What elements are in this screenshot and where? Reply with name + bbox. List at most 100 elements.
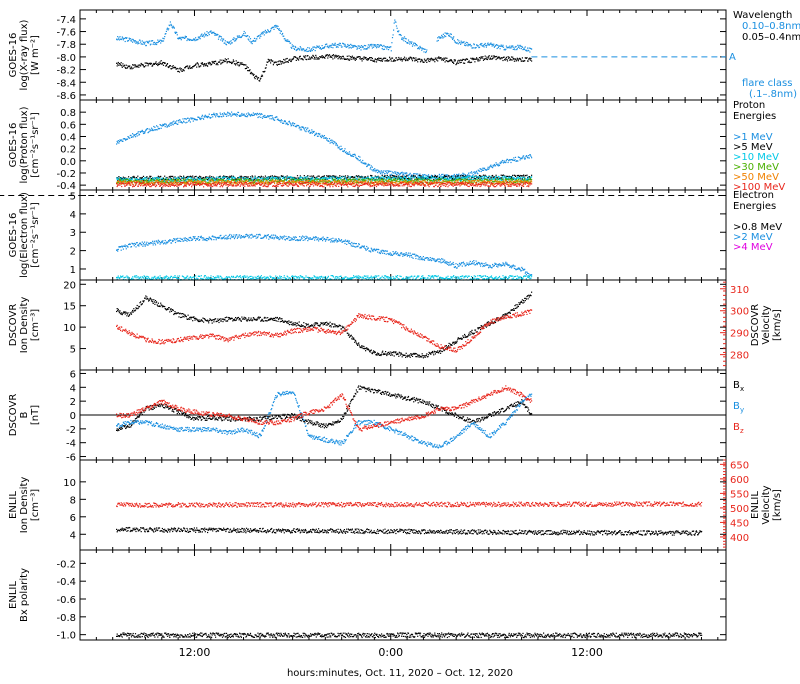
data-point xyxy=(372,44,373,45)
data-point xyxy=(196,176,197,177)
data-point xyxy=(293,125,294,126)
data-point xyxy=(220,176,221,177)
data-point xyxy=(123,180,124,181)
data-point xyxy=(428,179,429,180)
data-point xyxy=(137,66,138,67)
data-point xyxy=(198,178,199,179)
data-point xyxy=(479,171,480,172)
data-point xyxy=(288,62,289,63)
data-point xyxy=(504,57,505,58)
data-point xyxy=(331,176,332,177)
data-point xyxy=(531,49,532,50)
data-point xyxy=(395,177,396,178)
data-point xyxy=(525,156,526,157)
data-point xyxy=(331,142,332,143)
data-point xyxy=(522,177,523,178)
data-point xyxy=(227,113,228,114)
data-point xyxy=(292,182,293,183)
data-point xyxy=(459,42,460,43)
data-point xyxy=(487,178,488,179)
data-point xyxy=(463,176,464,177)
data-point xyxy=(318,181,319,182)
data-point xyxy=(530,154,531,155)
data-point xyxy=(292,123,293,124)
data-point xyxy=(502,176,503,177)
data-point xyxy=(301,177,302,178)
data-point xyxy=(211,177,212,178)
data-point xyxy=(209,180,210,181)
data-point xyxy=(314,47,315,48)
data-point xyxy=(214,63,215,64)
data-point xyxy=(245,68,246,69)
data-point xyxy=(144,179,145,180)
data-point xyxy=(335,55,336,56)
data-point xyxy=(505,162,506,163)
data-point xyxy=(287,179,288,180)
data-point xyxy=(229,113,230,114)
data-point xyxy=(339,45,340,46)
data-point xyxy=(148,65,149,66)
data-point xyxy=(382,46,383,47)
data-point xyxy=(285,58,286,59)
data-point xyxy=(157,42,158,43)
data-point xyxy=(238,37,239,38)
data-point xyxy=(136,133,137,134)
data-point xyxy=(491,56,492,57)
data-point xyxy=(228,115,229,116)
data-point xyxy=(387,173,388,174)
data-point xyxy=(199,36,200,37)
data-point xyxy=(216,177,217,178)
data-point xyxy=(255,40,256,41)
data-point xyxy=(480,177,481,178)
data-point xyxy=(359,58,360,59)
data-point xyxy=(267,177,268,178)
data-point xyxy=(419,46,420,47)
data-point xyxy=(355,60,356,61)
data-point xyxy=(531,176,532,177)
data-point xyxy=(511,178,512,179)
data-point xyxy=(203,177,204,178)
data-point xyxy=(185,122,186,123)
data-point xyxy=(260,114,261,115)
data-point xyxy=(273,27,274,28)
data-point xyxy=(504,161,505,162)
data-point xyxy=(338,44,339,45)
data-point xyxy=(378,176,379,177)
data-point xyxy=(337,44,338,45)
data-point xyxy=(324,175,325,176)
data-point xyxy=(142,40,143,41)
data-point xyxy=(404,179,405,180)
data-point xyxy=(524,49,525,50)
data-point xyxy=(353,180,354,181)
data-point xyxy=(249,114,250,115)
data-point xyxy=(305,131,306,132)
data-point xyxy=(116,63,117,64)
data-point xyxy=(212,61,213,62)
data-point xyxy=(424,174,425,175)
data-point xyxy=(121,177,122,178)
data-point xyxy=(142,180,143,181)
data-point xyxy=(431,177,432,178)
data-point xyxy=(528,61,529,62)
data-point xyxy=(498,176,499,177)
data-point xyxy=(506,160,507,161)
data-point xyxy=(313,180,314,181)
data-point xyxy=(247,115,248,116)
data-point xyxy=(179,38,180,39)
data-point xyxy=(152,129,153,130)
data-point xyxy=(473,174,474,175)
y-tick-label: -8.0 xyxy=(56,53,76,64)
data-point xyxy=(176,179,177,180)
data-point xyxy=(146,179,147,180)
data-point xyxy=(370,168,371,169)
data-point xyxy=(283,36,284,37)
data-point xyxy=(138,131,139,132)
data-point xyxy=(213,113,214,114)
data-point xyxy=(287,123,288,124)
data-point xyxy=(466,177,467,178)
data-point xyxy=(458,174,459,175)
data-point xyxy=(398,59,399,60)
data-point xyxy=(213,181,214,182)
data-point xyxy=(168,28,169,29)
